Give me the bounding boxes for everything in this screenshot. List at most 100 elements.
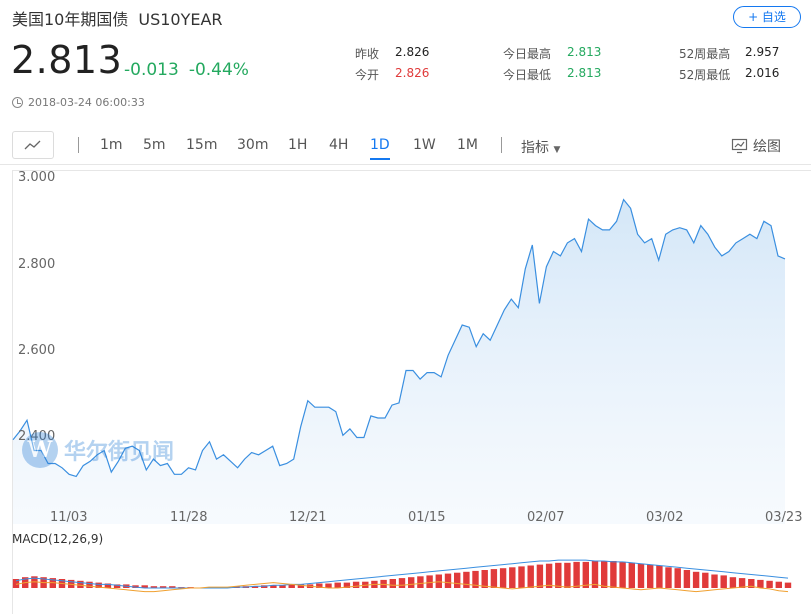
- macd-bar: [95, 582, 102, 588]
- macd-bar: [77, 580, 84, 588]
- period-30m[interactable]: 30m: [237, 137, 269, 153]
- stat-value-day-high: 2.813: [567, 45, 602, 59]
- macd-bar: [757, 579, 764, 588]
- macd-bar: [784, 582, 792, 588]
- timestamp-text: 2018-03-24 06:00:33: [28, 96, 145, 109]
- macd-bar: [573, 561, 580, 588]
- macd-bar: [647, 564, 654, 588]
- macd-bar: [702, 572, 709, 588]
- chart-frame: [12, 170, 811, 614]
- caret-down-icon: ▼: [553, 145, 561, 155]
- indicator-dropdown[interactable]: 指标 ▼: [521, 137, 560, 157]
- macd-bar: [509, 567, 516, 588]
- toolbar-bottom-border: [0, 164, 811, 165]
- instrument-title: 美国10年期国债 US10YEAR: [12, 6, 223, 30]
- macd-bar: [637, 563, 645, 588]
- macd-bar: [527, 565, 534, 588]
- period-1w[interactable]: 1W: [413, 137, 436, 153]
- stat-value-day-low: 2.813: [567, 66, 602, 80]
- macd-bar: [518, 566, 525, 588]
- macd-bar: [343, 582, 351, 588]
- instrument-name: 美国10年期国债: [12, 10, 129, 29]
- last-price: 2.813: [11, 38, 123, 82]
- draw-button[interactable]: 绘图: [731, 136, 781, 156]
- macd-bar: [288, 584, 295, 588]
- stat-label-52w-low: 52周最低: [679, 68, 731, 82]
- macd-bar: [683, 570, 691, 588]
- watermark: W 华尔街见闻: [22, 432, 174, 468]
- macd-bar: [444, 573, 452, 588]
- macd-bar: [159, 586, 167, 588]
- x-tick-label: 02/07: [527, 510, 565, 525]
- macd-bar: [113, 584, 121, 588]
- macd-bar: [454, 572, 461, 588]
- macd-bar: [352, 581, 360, 588]
- macd-bar: [665, 567, 672, 588]
- stat-label-open: 今开: [355, 68, 380, 82]
- line-chart-icon: [24, 140, 41, 150]
- macd-bar: [389, 579, 396, 588]
- period-5m[interactable]: 5m: [143, 137, 166, 153]
- add-watchlist-button[interactable]: + 自选: [733, 6, 801, 28]
- macd-bar: [582, 561, 589, 588]
- y-tick-label: 2.600: [18, 343, 56, 358]
- period-1mo[interactable]: 1M: [457, 137, 478, 153]
- y-tick-label: 2.800: [18, 257, 56, 272]
- stat-label-prev-close: 昨收: [355, 47, 380, 61]
- macd-bar: [481, 570, 488, 588]
- period-1m[interactable]: 1m: [100, 137, 123, 153]
- macd-bar: [674, 568, 681, 588]
- macd-bar: [251, 586, 259, 588]
- active-period-underline: [370, 158, 390, 160]
- macd-dif-line: [15, 559, 789, 589]
- macd-bar: [545, 563, 553, 588]
- period-15m[interactable]: 15m: [186, 137, 218, 153]
- x-tick-label: 01/15: [408, 510, 446, 525]
- stat-value-prev-close: 2.826: [395, 45, 430, 59]
- watermark-text: 华尔街见闻: [64, 439, 175, 465]
- stat-label-52w-high: 52周最高: [679, 47, 731, 61]
- stat-value-52w-low: 2.016: [745, 66, 780, 80]
- macd-title: MACD(12,26,9): [12, 532, 104, 546]
- change-value: -0.013: [124, 60, 179, 80]
- period-1d[interactable]: 1D: [370, 137, 390, 153]
- stat-label-day-high: 今日最高: [503, 47, 552, 61]
- y-tick-label: 3.000: [18, 170, 56, 185]
- macd-bar: [472, 570, 479, 588]
- macd-bar: [141, 585, 148, 588]
- macd-bar: [297, 584, 305, 588]
- macd-bar: [150, 586, 158, 588]
- macd-bar: [628, 562, 635, 588]
- price-line-series: [12, 198, 786, 478]
- macd-bar: [169, 586, 176, 588]
- macd-bar: [738, 578, 746, 588]
- period-1h[interactable]: 1H: [288, 137, 308, 153]
- macd-bar: [490, 569, 498, 588]
- line-chart-toggle-button[interactable]: [12, 131, 54, 159]
- price-change: -0.013 -0.44%: [124, 60, 259, 80]
- macd-bar: [316, 583, 323, 588]
- macd-dea-line: [15, 581, 789, 593]
- stat-value-open: 2.826: [395, 66, 430, 80]
- macd-bar: [408, 577, 415, 588]
- x-tick-label: 11/03: [50, 510, 88, 525]
- macd-bar: [426, 575, 433, 588]
- draw-label: 绘图: [753, 139, 781, 155]
- x-tick-label: 12/21: [289, 510, 327, 525]
- stat-label-day-low: 今日最低: [503, 68, 552, 82]
- macd-bar: [499, 568, 507, 588]
- toolbar-divider: [78, 137, 79, 153]
- macd-bar: [711, 574, 718, 588]
- macd-bar: [775, 581, 782, 588]
- period-4h[interactable]: 4H: [329, 137, 349, 153]
- macd-bar: [619, 561, 626, 588]
- macd-bar: [555, 562, 562, 588]
- macd-bar: [325, 583, 332, 588]
- instrument-symbol: US10YEAR: [138, 10, 223, 29]
- watermark-logo: W: [22, 432, 58, 468]
- macd-bar: [398, 578, 406, 588]
- macd-bar: [536, 564, 544, 588]
- macd-bar: [692, 571, 700, 588]
- x-tick-label: 11/28: [170, 510, 208, 525]
